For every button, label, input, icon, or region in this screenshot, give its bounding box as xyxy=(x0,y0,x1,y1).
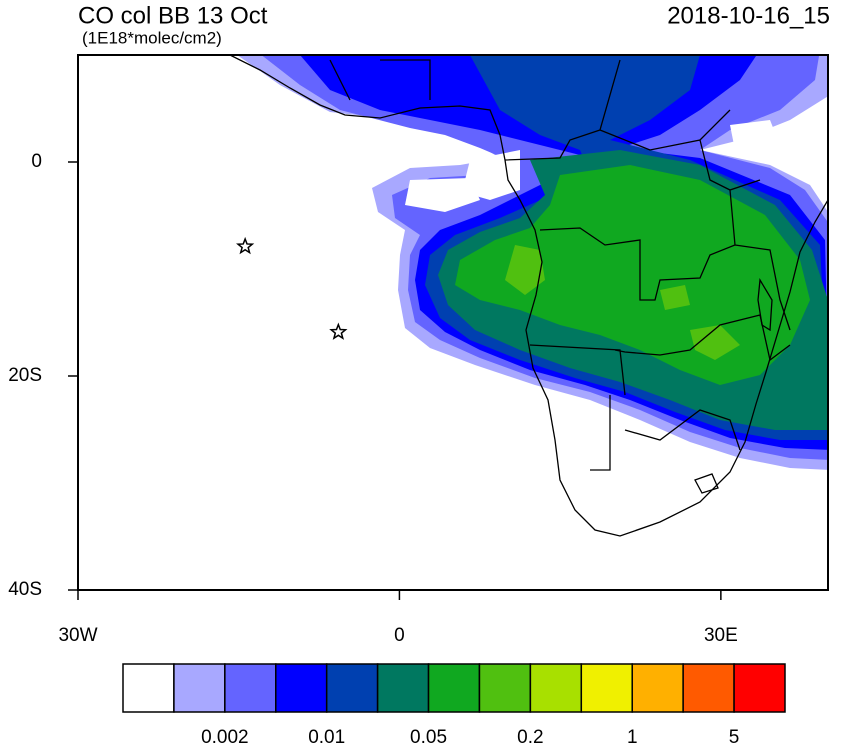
x-tick-label: 30W xyxy=(58,625,97,646)
colorbar-label: 0.05 xyxy=(410,727,447,747)
colorbar-label: 1 xyxy=(627,727,638,747)
colorbar-box xyxy=(478,663,532,713)
colorbar-label: 5 xyxy=(729,727,740,747)
x-tick-label: 0 xyxy=(394,625,405,646)
y-tick-label: 20S xyxy=(8,365,42,386)
colorbar-box xyxy=(427,663,481,713)
title: CO col BB 13 Oct xyxy=(78,2,268,29)
colorbar-label: 0.01 xyxy=(308,727,345,747)
colorbar-label: 0.002 xyxy=(201,727,249,747)
plume-lightgreen xyxy=(505,245,740,360)
colorbar-box xyxy=(224,663,277,713)
colorbar-box xyxy=(122,663,175,713)
colorbar-box xyxy=(682,663,735,713)
colorbar-box xyxy=(529,663,583,713)
colorbar-box xyxy=(325,663,379,713)
borders xyxy=(329,59,791,471)
site-marker xyxy=(236,236,255,255)
coastline xyxy=(229,55,828,537)
plot-frame xyxy=(77,54,829,591)
lesotho xyxy=(694,473,719,494)
subtitle: (1E18*molec/cm2) xyxy=(82,28,222,47)
colorbar-box xyxy=(733,663,786,713)
colorbar-box xyxy=(173,663,226,713)
colorbar-label: 0.2 xyxy=(517,727,543,747)
field xyxy=(237,55,828,470)
x-tick-label: 30E xyxy=(704,625,738,646)
markers xyxy=(236,236,348,340)
lake xyxy=(757,277,773,332)
colorbar-box xyxy=(275,663,328,713)
time-label: 2018-10-16_15 xyxy=(667,2,830,29)
colorbar: 0.002 0.01 0.05 0.2 1 5 xyxy=(122,663,786,748)
y-tick-label: 40S xyxy=(8,579,42,600)
colorbar-box xyxy=(580,663,633,713)
colorbar-box xyxy=(631,663,684,713)
axes: 30W 0 30E 0 20S 40S xyxy=(8,151,738,646)
coastlines xyxy=(229,55,828,537)
colorbar-box xyxy=(376,663,430,713)
site-marker xyxy=(329,322,348,340)
y-tick-label: 0 xyxy=(31,151,42,172)
